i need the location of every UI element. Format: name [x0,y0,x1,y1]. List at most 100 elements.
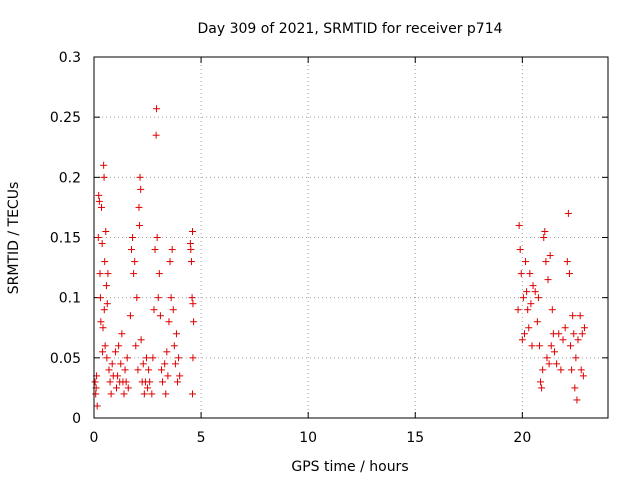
data-point [526,270,534,278]
data-point [127,246,135,254]
data-point [94,234,102,241]
data-point [105,366,113,374]
data-point [111,348,119,356]
data-point [144,384,152,392]
data-point [189,354,197,362]
data-point [516,246,524,254]
data-point [120,390,128,398]
data-point [527,300,535,308]
data-point [122,378,130,386]
data-point [140,390,148,398]
data-point [569,312,577,320]
y-tick-label: 0.15 [50,231,81,247]
data-point [519,294,527,302]
data-point [529,282,537,290]
data-point [165,318,173,326]
data-point [137,185,145,193]
grid-lines [94,57,608,418]
data-point [542,258,550,266]
data-point [153,234,161,241]
data-point [189,227,197,235]
data-point [99,324,107,332]
data-point [572,354,580,362]
data-point [573,396,581,404]
data-point [515,221,523,229]
data-point [129,234,137,241]
data-point [190,318,198,326]
y-tick-label: 0.25 [50,110,81,126]
data-point [100,161,108,169]
data-point [189,390,197,398]
data-point [578,330,586,338]
data-point [117,360,125,368]
x-tick-label: 0 [90,430,99,446]
y-tick-label: 0.2 [59,170,81,186]
data-point [91,378,99,386]
data-point [553,360,561,368]
data-point [568,366,576,374]
data-point [114,372,122,380]
data-point [543,354,551,362]
x-tick-label: 10 [299,430,317,446]
data-point [172,330,180,338]
data-point [131,258,139,266]
data-point [580,324,588,332]
y-tick-label: 0.05 [50,351,81,367]
data-point [124,384,132,392]
data-point [112,384,120,392]
data-point [100,306,108,314]
data-point [540,234,548,241]
data-point [571,384,579,392]
data-point [99,348,107,356]
data-point [514,306,522,314]
data-point [133,294,141,302]
data-point [100,173,108,181]
data-point [149,354,157,362]
data-point [168,246,176,254]
data-point [563,258,571,266]
data-point [534,294,542,302]
data-point [137,336,145,344]
axis-ticks: 0 5 10 15 20 0 0.05 0.1 0.15 0.2 0.25 0.3 [50,50,608,446]
data-point [577,366,585,374]
data-point [555,330,563,338]
data-point [107,390,115,398]
data-point [576,312,584,320]
chart-title: Day 309 of 2021, SRMTID for receiver p71… [197,21,502,37]
data-point [557,366,565,374]
data-point [517,270,525,278]
y-tick-label: 0.3 [59,50,81,66]
data-point [156,312,164,320]
data-point [528,342,536,350]
data-point [148,390,156,398]
data-point [102,282,110,290]
data-point [169,306,177,314]
data-point [567,342,575,350]
data-point [108,360,116,368]
data-point [136,173,144,181]
data-point [104,270,112,278]
data-point [537,378,545,386]
data-point [564,209,572,217]
data-point [524,306,532,314]
data-point [523,288,531,296]
data-point [518,336,526,344]
data-point [187,258,195,266]
data-point [162,390,170,398]
data-point [174,378,182,386]
data-point [166,258,174,266]
data-point [545,360,553,368]
data-point [96,270,104,278]
data-point [170,342,178,350]
data-point [134,366,142,374]
data-point [132,342,140,350]
data-point [561,324,569,332]
data-point [525,324,533,332]
data-point [97,203,105,211]
data-point [574,336,582,344]
data-point [103,354,111,362]
data-point [164,372,172,380]
data-point [176,372,184,380]
data-point [538,384,546,392]
